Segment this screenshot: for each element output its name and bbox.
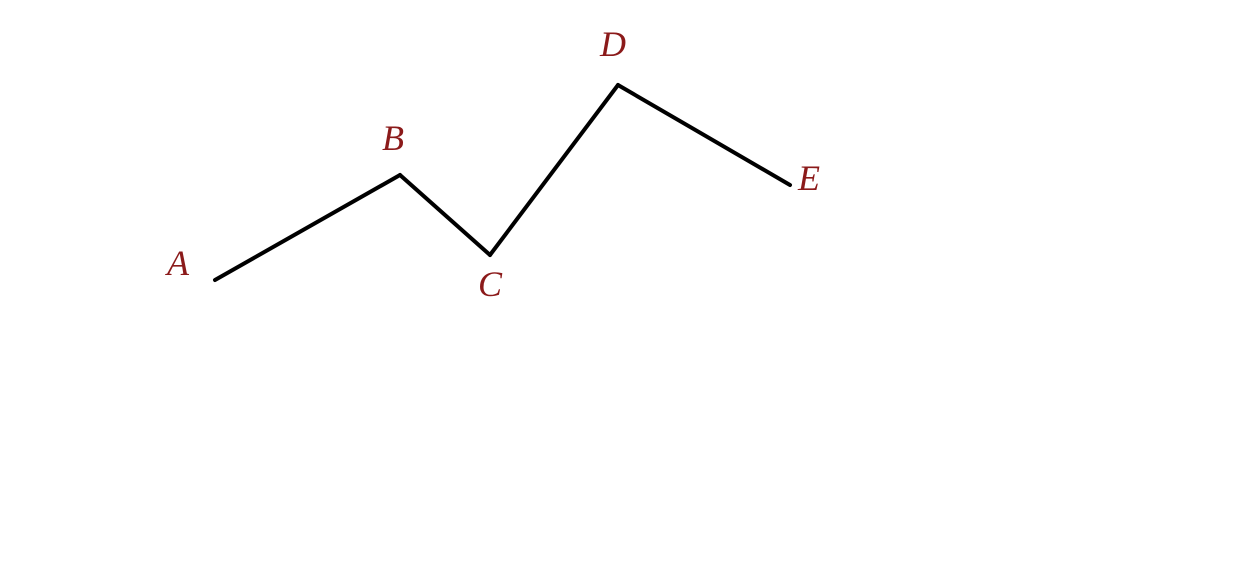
edge-B-C bbox=[400, 175, 490, 255]
node-label-C: C bbox=[478, 263, 502, 305]
node-label-E: E bbox=[798, 157, 820, 199]
node-label-D: D bbox=[600, 23, 626, 65]
diagram-canvas: A B C D E bbox=[0, 0, 1249, 567]
edge-A-B bbox=[215, 175, 400, 280]
node-label-B: B bbox=[382, 117, 404, 159]
edge-D-E bbox=[618, 85, 790, 185]
node-label-A: A bbox=[167, 242, 189, 284]
edge-C-D bbox=[490, 85, 618, 255]
